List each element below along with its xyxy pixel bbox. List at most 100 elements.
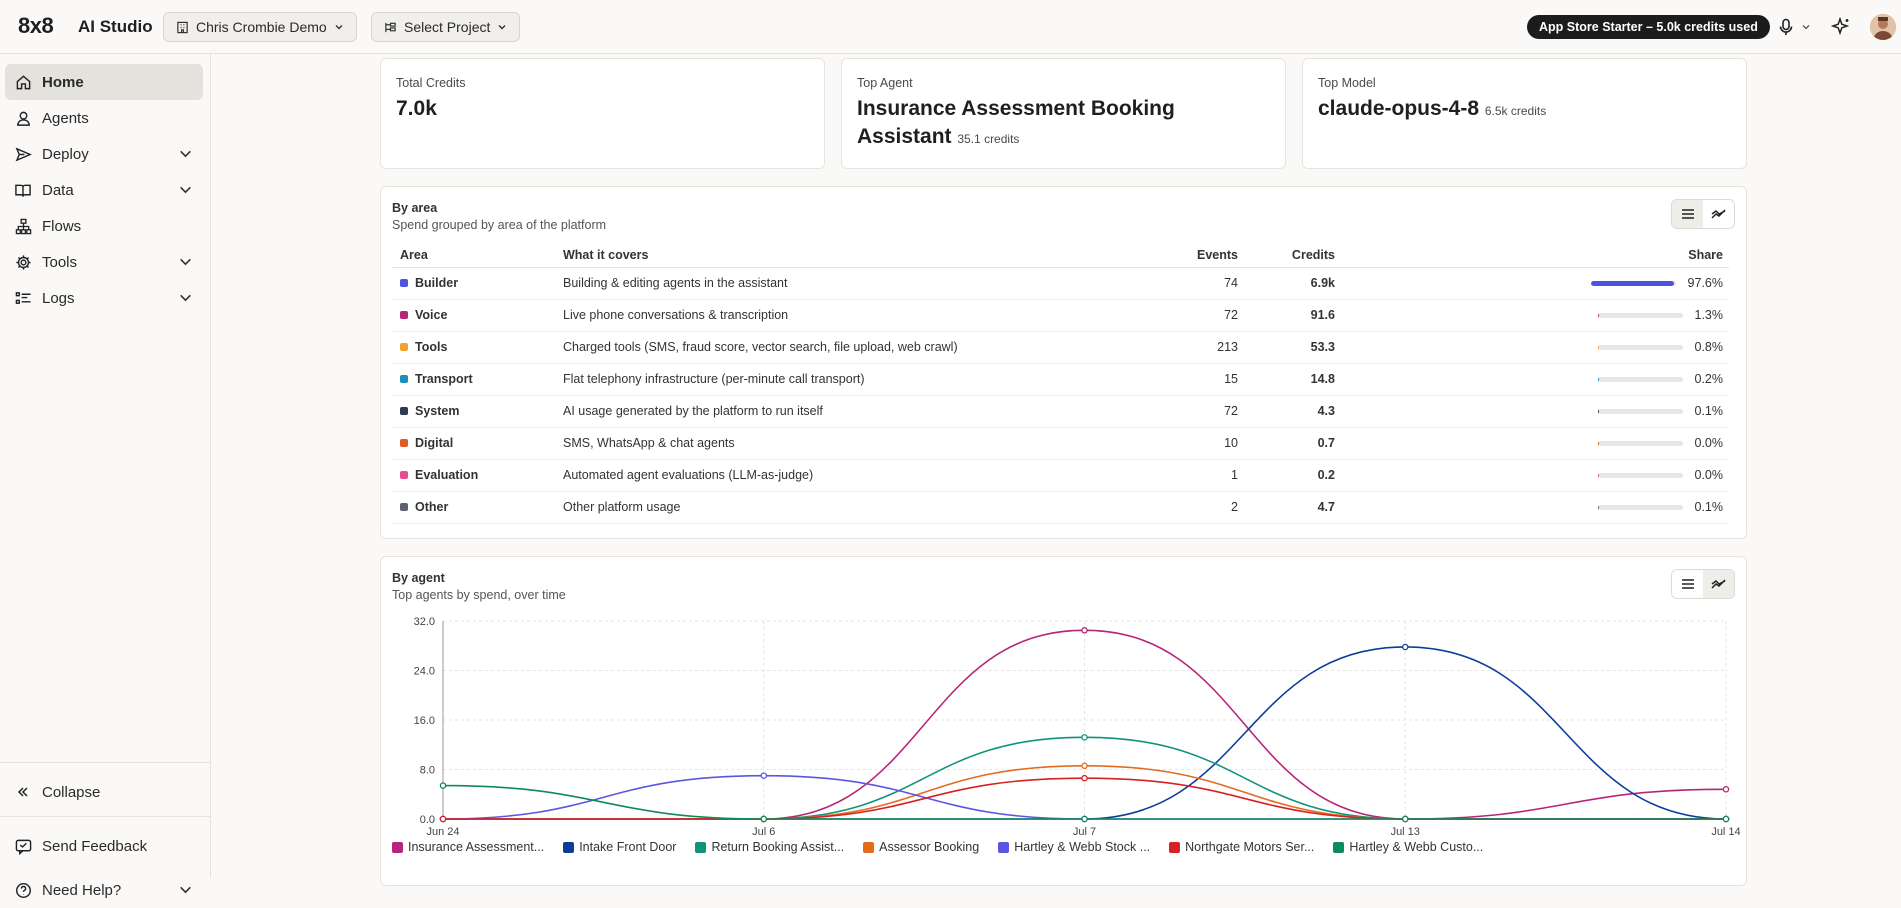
area-name: Other: [415, 500, 449, 514]
chevron-down-icon: [180, 150, 191, 158]
table-row[interactable]: Evaluation Automated agent evaluations (L…: [392, 459, 1729, 492]
covers-cell: Charged tools (SMS, fraud score, vector …: [557, 331, 1117, 364]
share-bar-fill: [1597, 504, 1599, 510]
legend-item[interactable]: Hartley & Webb Stock ...: [998, 840, 1150, 854]
legend-item[interactable]: Hartley & Webb Custo...: [1333, 840, 1483, 854]
sidebar-item-tools[interactable]: Tools: [5, 244, 203, 280]
agent-spend-chart: 0.0 8.0 16.0 24.0 32.0 Jun 24 Jul 6 Jul 7 Jul 13…: [414, 616, 1741, 838]
area-color-dot: [400, 375, 408, 383]
sidebar-item-data[interactable]: Data: [5, 172, 203, 208]
x-tick-label: Jul 6: [752, 826, 775, 838]
top-agent-card: Top Agent Insurance Assessment Booking A…: [841, 58, 1286, 169]
by-agent-title: By agent: [392, 571, 445, 585]
area-name: Evaluation: [415, 468, 479, 482]
table-row[interactable]: System AI usage generated by the platform…: [392, 395, 1729, 428]
legend-item[interactable]: Northgate Motors Ser...: [1169, 840, 1314, 854]
data-point: [439, 782, 447, 789]
table-row[interactable]: Other Other platform usage 2 4.7 0.1%: [392, 491, 1729, 524]
column-header[interactable]: Events: [1117, 243, 1244, 268]
legend-item[interactable]: Assessor Booking: [863, 840, 979, 854]
y-tick-label: 16.0: [414, 715, 435, 727]
collapse-button[interactable]: Collapse: [5, 774, 203, 810]
area-cell: System: [392, 395, 557, 428]
share-value: 0.1%: [1694, 500, 1724, 514]
column-header[interactable]: Share: [1341, 243, 1729, 268]
send-feedback-button[interactable]: Send Feedback: [5, 828, 203, 864]
share-bar-fill: [1597, 408, 1599, 414]
sidebar-item-home[interactable]: Home: [5, 64, 203, 100]
legend-swatch: [1333, 841, 1345, 853]
top-agent-value: Insurance Assessment Booking Assistant 3…: [857, 95, 1187, 153]
project-selector[interactable]: Select Project: [371, 12, 521, 42]
top-model-credits: 6.5k credits: [1484, 104, 1547, 118]
column-header[interactable]: Credits: [1244, 243, 1341, 268]
sidebar-item-deploy[interactable]: Deploy: [5, 136, 203, 172]
area-table: Area What it covers Events Credits Share…: [392, 243, 1729, 524]
table-row[interactable]: Tools Charged tools (SMS, fraud score, ve…: [392, 331, 1729, 364]
area-color-dot: [400, 439, 408, 447]
legend-swatch: [863, 841, 875, 853]
table-row[interactable]: Digital SMS, WhatsApp & chat agents 10 0.7 0…: [392, 427, 1729, 460]
share-cell: 0.1%: [1341, 491, 1729, 524]
sidebar-item-flows[interactable]: Flows: [5, 208, 203, 244]
sidebar-item-agents[interactable]: Agents: [5, 100, 203, 136]
workspace-selector[interactable]: Chris Crombie Demo: [163, 12, 357, 42]
sidebar-item-label: Logs: [42, 289, 75, 307]
legend-label: Assessor Booking: [879, 840, 980, 854]
sparkle-icon[interactable]: [1829, 15, 1853, 39]
sidebar-item-label: Tools: [42, 253, 78, 271]
share-bar: [1597, 376, 1683, 382]
project-icon: [385, 22, 396, 32]
total-credits-label: Total Credits: [396, 76, 466, 90]
microphone-icon[interactable]: [1774, 15, 1798, 39]
covers-cell: Automated agent evaluations (LLM-as-judg…: [557, 459, 1117, 492]
share-value: 0.2%: [1694, 372, 1724, 386]
column-header[interactable]: Area: [392, 243, 557, 268]
column-header[interactable]: What it covers: [557, 243, 1117, 268]
table-view-button[interactable]: [1672, 570, 1703, 598]
sidebar-item-label: Deploy: [42, 145, 89, 163]
chart-view-button[interactable]: [1703, 570, 1734, 598]
share-value: 1.3%: [1694, 308, 1724, 322]
events-cell: 72: [1117, 395, 1244, 428]
legend-item[interactable]: Insurance Assessment...: [392, 840, 544, 854]
data-point: [1081, 815, 1088, 823]
table-view-button[interactable]: [1672, 200, 1703, 228]
legend-swatch: [695, 841, 707, 853]
credits-cell: 0.7: [1244, 427, 1341, 460]
credits-cell: 4.7: [1244, 491, 1341, 524]
sidebar-item-label: Home: [42, 73, 84, 91]
legend-label: Hartley & Webb Custo...: [1349, 840, 1484, 854]
credits-cell: 14.8: [1244, 363, 1341, 396]
user-icon: [14, 109, 32, 127]
feedback-icon: [14, 837, 32, 855]
covers-cell: Building & editing agents in the assista…: [557, 267, 1117, 300]
view-toggle: [1671, 199, 1735, 229]
table-row[interactable]: Transport Flat telephony infrastructure (…: [392, 363, 1729, 396]
data-point: [1081, 627, 1088, 634]
share-cell: 0.1%: [1341, 395, 1729, 428]
legend-item[interactable]: Intake Front Door: [563, 840, 676, 854]
top-model-name: claude-opus-4-8: [1318, 97, 1480, 120]
table-row[interactable]: Voice Live phone conversations & transcri…: [392, 299, 1729, 332]
x-tick-label: Jun 24: [426, 826, 459, 838]
sidebar-item-label: Data: [42, 181, 74, 199]
sidebar-item-logs[interactable]: Logs: [5, 280, 203, 316]
logo[interactable]: 8x8: [18, 13, 54, 38]
table-row[interactable]: Builder Building & editing agents in the …: [392, 267, 1729, 300]
credits-badge[interactable]: App Store Starter – 5.0k credits used: [1527, 15, 1770, 39]
legend-label: Return Booking Assist...: [711, 840, 845, 854]
need-help-button[interactable]: Need Help?: [5, 872, 203, 908]
legend-item[interactable]: Return Booking Assist...: [695, 840, 844, 854]
events-cell: 10: [1117, 427, 1244, 460]
total-credits-value: 7.0k: [396, 97, 437, 120]
share-bar-fill: [1597, 472, 1599, 478]
data-point: [439, 815, 447, 823]
home-icon: [14, 73, 32, 91]
top-model-card: Top Model claude-opus-4-8 6.5k credits: [1302, 58, 1747, 169]
area-color-dot: [400, 503, 408, 511]
chart-view-button[interactable]: [1703, 200, 1734, 228]
area-cell: Voice: [392, 299, 557, 332]
chevron-down-icon[interactable]: [1800, 15, 1812, 39]
avatar[interactable]: [1870, 14, 1896, 40]
